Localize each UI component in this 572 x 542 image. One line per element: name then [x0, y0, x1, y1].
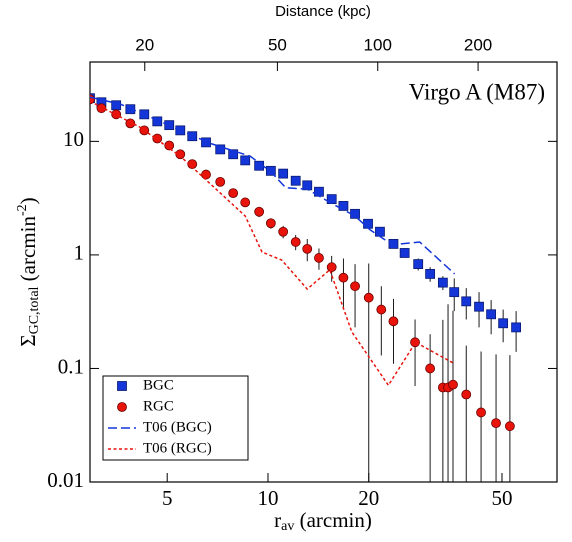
x2-tick-label: 20	[135, 35, 154, 54]
y-label-part: Σ	[16, 334, 40, 346]
marker-square	[240, 155, 251, 166]
x-label-part: r	[274, 508, 281, 532]
marker-square	[486, 309, 497, 320]
marker-square	[474, 301, 484, 312]
marker-circle	[201, 169, 211, 180]
marker-circle	[90, 94, 95, 105]
marker-circle	[125, 118, 136, 129]
marker-circle	[376, 304, 387, 315]
marker-square	[290, 175, 301, 186]
marker-square	[461, 296, 472, 307]
marker-circle	[96, 103, 107, 114]
marker-circle	[187, 159, 198, 170]
legend-label: T06 (BGC)	[143, 419, 212, 435]
marker-square	[437, 277, 448, 288]
marker-square	[338, 201, 349, 211]
y-tick-label: 0.1	[58, 354, 84, 378]
marker-circle	[175, 149, 186, 160]
marker-square	[111, 100, 122, 111]
legend-label: RGC	[143, 398, 174, 414]
y-label-sub: GC,total	[27, 286, 42, 334]
marker-square	[375, 226, 385, 237]
x-tick-label: 50	[491, 486, 512, 510]
marker-circle	[338, 272, 349, 283]
x-tick-label: 5	[162, 486, 173, 510]
marker-circle	[254, 206, 265, 217]
marker-circle	[388, 316, 399, 327]
marker-circle	[505, 421, 515, 432]
x2-tick-label: 100	[364, 35, 392, 54]
marker-square	[215, 144, 226, 155]
marker-square	[278, 168, 289, 179]
marker-circle	[476, 407, 486, 418]
x-label-sub: av	[281, 519, 294, 534]
legend: BGC RGC T06 (BGC) T06 (RGC)	[102, 375, 249, 461]
marker-circle	[302, 243, 313, 254]
marker-circle	[326, 262, 337, 273]
y-tick-label: 1	[74, 241, 85, 265]
marker-circle	[461, 389, 472, 400]
marker-square	[498, 318, 509, 329]
marker-square	[228, 149, 239, 160]
marker-square	[152, 116, 163, 127]
marker-circle	[350, 281, 360, 292]
marker-circle	[448, 379, 458, 390]
marker-circle	[410, 337, 420, 348]
marker-circle	[314, 253, 324, 263]
y-tick-label: 10	[63, 127, 84, 151]
legend-label: T06 (RGC)	[143, 440, 212, 456]
x-axis-label: rav (arcmin)	[274, 508, 372, 534]
marker-square	[399, 248, 410, 258]
marker-square	[425, 269, 436, 279]
y-label-part: (arcmin	[16, 216, 40, 287]
y-axis-label: ΣGC,total (arcmin-2)	[15, 197, 42, 346]
x-tick-label: 20	[358, 486, 379, 510]
x-label-part: (arcmin)	[294, 508, 372, 532]
marker-circle	[363, 292, 374, 303]
plot-area	[90, 93, 522, 482]
y-tick-label: 0.01	[47, 468, 84, 492]
marker-circle	[228, 188, 239, 199]
marker-circle	[425, 363, 436, 374]
plot-frame	[89, 61, 558, 483]
marker-circle	[491, 418, 501, 429]
marker-circle	[278, 226, 289, 237]
annotation: Virgo A (M87)	[409, 79, 545, 104]
marker-circle	[265, 218, 276, 229]
marker-circle	[240, 197, 251, 208]
x-tick-label: 10	[257, 486, 278, 510]
line-series	[90, 96, 456, 275]
marker-square	[511, 322, 522, 333]
line-series	[90, 100, 455, 387]
x2-tick-label: 200	[464, 35, 492, 54]
marker-circle	[215, 176, 226, 187]
x2-axis-label: Distance (kpc)	[275, 3, 371, 20]
y-label-part: )	[16, 197, 40, 204]
y-label-sup: -2	[15, 204, 30, 216]
axes: 0.01 0.1 1 10 5 10 20 50 20 50 100 200	[47, 35, 557, 510]
legend-frame	[102, 375, 249, 461]
marker-circle	[290, 237, 301, 247]
marker-circle	[164, 140, 175, 151]
marker-circle	[117, 402, 127, 412]
marker-circle	[152, 133, 163, 144]
marker-square	[117, 381, 127, 391]
legend-label: BGC	[143, 377, 174, 393]
marker-square	[413, 259, 424, 269]
marker-square	[449, 287, 460, 298]
x2-tick-label: 50	[268, 35, 287, 54]
